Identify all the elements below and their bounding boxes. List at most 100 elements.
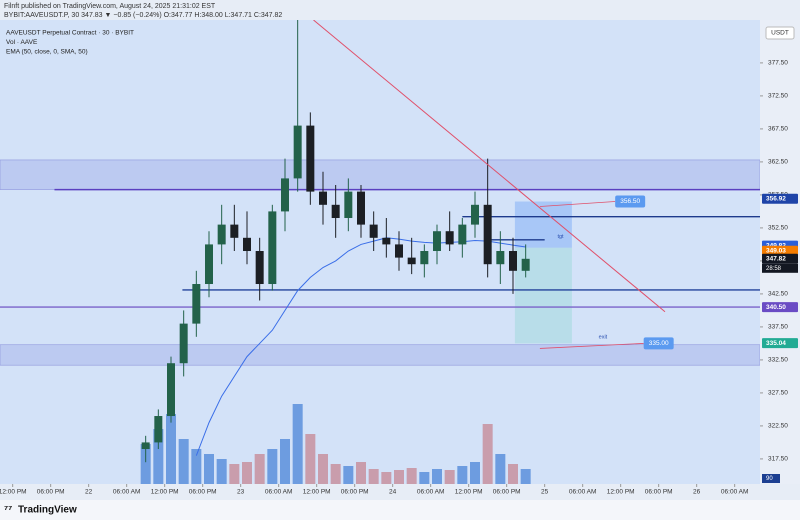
x-tick-label: 25: [541, 489, 549, 496]
candle-body: [179, 323, 188, 364]
candle-body: [243, 237, 251, 252]
publisher: Filnft published on TradingView.com, Aug…: [4, 3, 216, 10]
y-tick-label: 377.50: [768, 60, 788, 67]
x-tick-label: 23: [237, 489, 245, 496]
volume-bar: [520, 469, 531, 484]
x-tick-label: 24: [389, 489, 397, 496]
annotation-box: [643, 337, 674, 350]
y-tick-label: 362.50: [768, 159, 788, 166]
x-tick-label: 06:00 AM: [721, 489, 748, 496]
volume-bar: [204, 454, 214, 484]
volume-bar: [216, 459, 227, 484]
legend-entry: AAVEUSDT Perpetual Contract · 30 · BYBIT: [6, 30, 134, 37]
volume-bar: [394, 470, 404, 484]
legend-entry: Vol · AAVE: [6, 39, 38, 46]
plot-background: [0, 20, 760, 484]
candle-body: [167, 363, 175, 417]
note: exit: [599, 334, 608, 340]
overlay: AAVEUSDT Perpetual Contract · 30 · BYBIT…: [0, 30, 798, 496]
candle-body: [521, 258, 530, 271]
candle-body: [255, 251, 264, 285]
candle-body: [192, 284, 201, 324]
volume-bar: [305, 434, 316, 484]
y-tick-label: 342.50: [768, 291, 788, 298]
candle-body: [433, 231, 441, 252]
candle-body: [420, 251, 429, 265]
volume-bar: [381, 472, 392, 484]
x-tick-label: 26: [693, 489, 701, 496]
candle-body: [395, 244, 403, 258]
volume-tag-box: [762, 474, 780, 483]
x-tick-label: 06:00 PM: [341, 489, 369, 496]
candle-body: [445, 231, 454, 245]
y-tick-label: 337.50: [768, 324, 788, 331]
y-tick-label: 352.50: [768, 225, 788, 232]
volume-bar: [229, 464, 240, 484]
x-tick-label: 12:00 PM: [0, 489, 27, 496]
x-tick-label: 06:00 PM: [37, 489, 65, 496]
position-target: [514, 201, 572, 248]
candle-body: [319, 191, 327, 205]
x-tick-label: 06:00 AM: [113, 489, 140, 496]
x-tick-label: 06:00 AM: [417, 489, 444, 496]
countdown: 28:58: [766, 266, 782, 272]
volume-bar: [318, 454, 328, 484]
annotation-label: 356.50: [620, 198, 640, 205]
currency: USDT: [771, 30, 789, 37]
y-tick-label: 327.50: [768, 390, 788, 397]
candle-body: [205, 244, 213, 285]
volume-bar: [267, 449, 278, 484]
y-tick-label: 317.50: [768, 456, 788, 463]
x-tick-label: 22: [85, 489, 93, 496]
price-tag-label: 335.04: [766, 340, 786, 347]
volume-bar: [254, 454, 265, 484]
x-tick-label: 12:00 PM: [607, 489, 635, 496]
candle-body: [496, 251, 505, 265]
footer-bar: [0, 500, 800, 520]
volume-bar: [153, 429, 164, 484]
candle-body: [357, 191, 365, 225]
candle-body: [483, 204, 492, 265]
volume-bar: [495, 454, 506, 484]
volume-bar: [242, 462, 252, 484]
x-tick-label: 06:00 PM: [189, 489, 217, 496]
volume-bar: [330, 464, 341, 484]
price-tag: [762, 338, 798, 349]
volume-bar: [292, 404, 303, 484]
zone: [0, 344, 760, 366]
x-tick-label: 12:00 PM: [455, 489, 483, 496]
candle-body: [154, 416, 163, 443]
annotation-label: 335.00: [649, 340, 669, 347]
x-tick-label: 06:00 AM: [265, 489, 292, 496]
x-tick-label: 12:00 PM: [303, 489, 331, 496]
symbol-line: BYBIT:AAVEUSDT.P, 30 347.83 ▼ −0.85 (−0.…: [4, 12, 282, 19]
volume-bar: [444, 470, 455, 484]
price-tag-label: 347.82: [766, 256, 786, 263]
volume-bar: [406, 468, 417, 484]
volume-bar: [166, 414, 176, 484]
candle-body: [344, 191, 353, 219]
currency-box: [765, 26, 795, 40]
price-tag: [762, 253, 798, 264]
candle-body: [306, 125, 315, 192]
volume-bar: [356, 462, 366, 484]
candle-body: [382, 237, 391, 245]
y-tick-label: 367.50: [768, 126, 788, 133]
volume-bar: [368, 469, 379, 484]
brand-logo: ⁷⁷: [4, 505, 12, 516]
volume-bar: [140, 444, 151, 484]
annotation-pointer: [539, 343, 644, 349]
brand: TradingView: [18, 505, 77, 516]
volume-bar: [508, 464, 518, 484]
candle-body: [458, 224, 467, 245]
candle-body: [331, 204, 340, 219]
volume-bar: [457, 466, 468, 484]
candle-body: [281, 178, 289, 212]
volume-bar: [191, 449, 202, 484]
plot: [0, 20, 760, 484]
candle-body: [293, 125, 302, 179]
price-tag-label: 356.92: [766, 195, 786, 202]
y-tick-label: 322.50: [768, 423, 788, 430]
price-tag-label: 340.50: [766, 304, 786, 311]
